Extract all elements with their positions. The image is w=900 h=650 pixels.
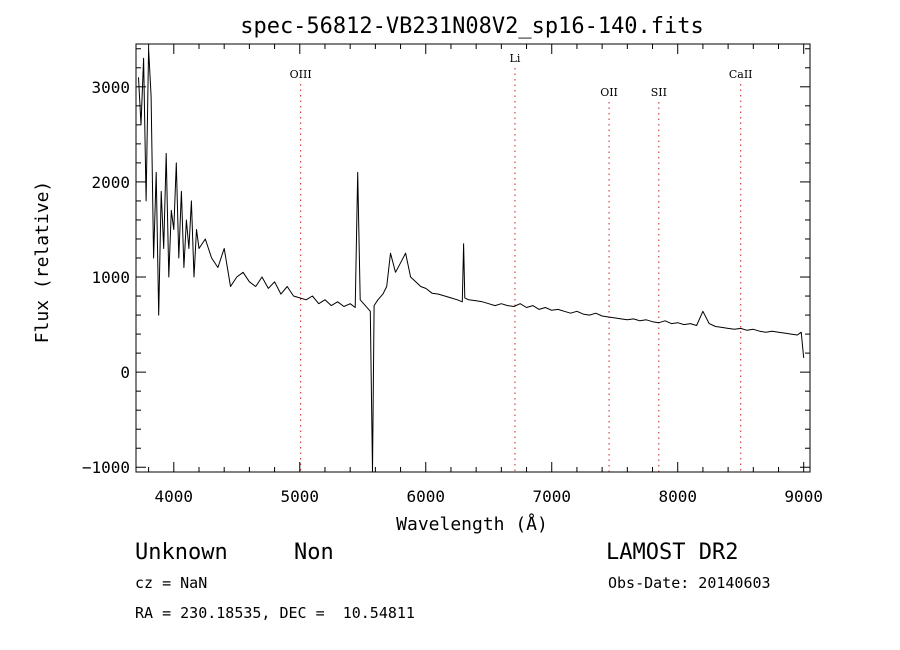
chart-title: spec-56812-VB231N08V2_sp16-140.fits xyxy=(240,14,704,39)
spectrum-series xyxy=(138,48,805,473)
plot-frame xyxy=(135,43,811,473)
x-axis-label: Wavelength (Å) xyxy=(396,513,548,535)
y-tick-label: 1000 xyxy=(91,268,130,287)
x-tick-label: 4000 xyxy=(155,487,194,506)
x-tick-label: 5000 xyxy=(281,487,320,506)
object-class: Unknown xyxy=(135,540,228,565)
y-tick-label: 2000 xyxy=(91,173,130,192)
object-subclass: Non xyxy=(294,540,334,565)
observation-date: Obs-Date: 20140603 xyxy=(608,574,771,592)
coordinates: RA = 230.18535, DEC = 10.54811 xyxy=(135,604,415,622)
marker-label: CaII xyxy=(729,68,753,81)
x-tick-label: 9000 xyxy=(784,487,823,506)
y-tick-label: 3000 xyxy=(91,78,130,97)
marker-label: OIII xyxy=(290,68,312,81)
x-tick-label: 8000 xyxy=(658,487,697,506)
axis-ticks: 4000 5000 6000 7000 8000 9000 −1000 0 1000 2000 30… xyxy=(82,44,823,506)
marker-label: SII xyxy=(651,86,667,99)
survey-name: LAMOST DR2 xyxy=(606,540,739,565)
marker-label: OII xyxy=(600,86,618,99)
redshift-value: cz = NaN xyxy=(135,574,208,592)
marker-label: Li xyxy=(510,52,521,65)
emission-line-markers: OIII Li OII SII CaII xyxy=(290,52,753,472)
spectrum-line xyxy=(138,48,805,473)
y-axis-label: Flux (relative) xyxy=(32,181,53,344)
x-tick-label: 7000 xyxy=(532,487,571,506)
x-tick-label: 6000 xyxy=(406,487,445,506)
y-tick-label: −1000 xyxy=(82,458,130,477)
y-tick-label: 0 xyxy=(120,363,130,382)
